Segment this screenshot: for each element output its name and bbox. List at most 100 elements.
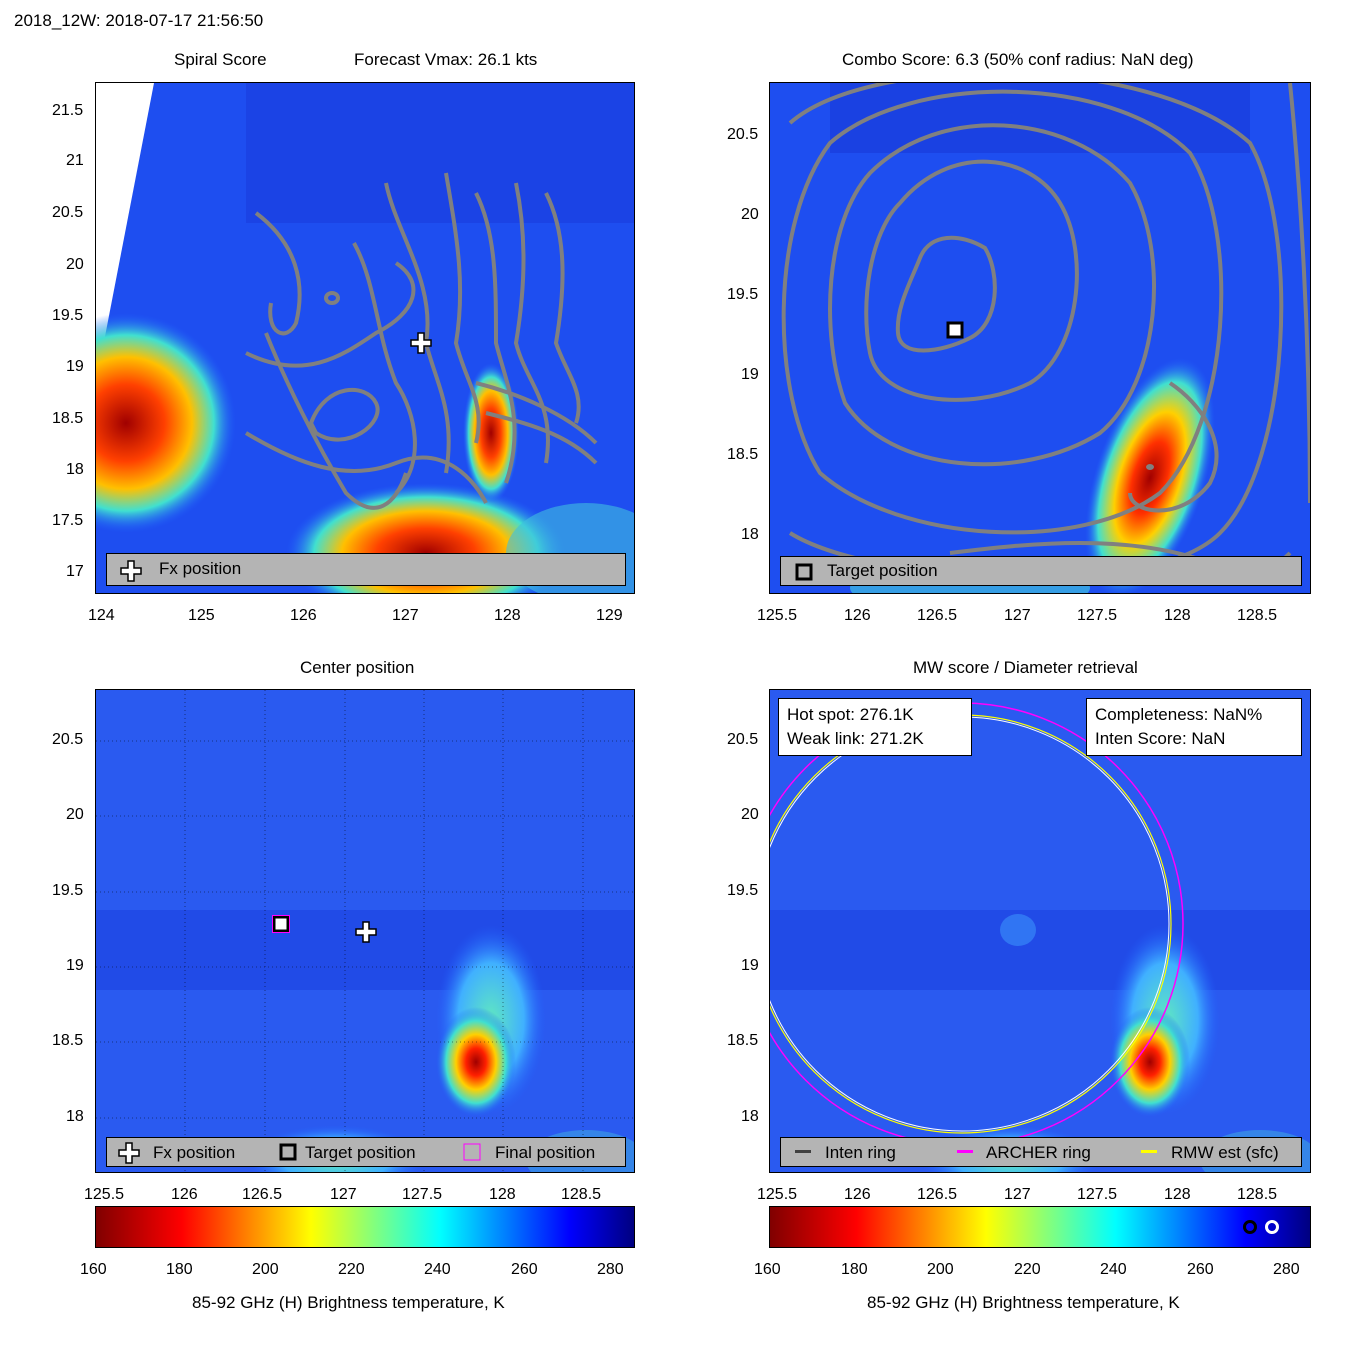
xtick: 128.5	[1237, 1186, 1278, 1203]
panel-mw-score: Hot spot: 276.1K Weak link: 271.2K Compl…	[769, 689, 1311, 1173]
panel-tl-title-right: Forecast Vmax: 26.1 kts	[354, 50, 538, 69]
ytick: 18	[741, 526, 759, 543]
ytick: 20.5	[52, 731, 84, 748]
legend-target-icon	[795, 563, 813, 581]
legend-archer-ring-label: ARCHER ring	[986, 1143, 1091, 1162]
panel-combo-score: Target position	[769, 82, 1311, 594]
xtick: 128	[494, 607, 521, 624]
xtick: 128	[489, 1186, 516, 1203]
ytick: 18	[66, 1108, 84, 1125]
ytick: 18	[66, 461, 84, 478]
panel-spiral-score: Fx position	[95, 82, 635, 594]
xtick: 127	[392, 607, 419, 624]
xtick: 128.5	[1237, 607, 1278, 624]
ytick: 18	[741, 1108, 759, 1125]
xtick: 127.5	[1077, 607, 1118, 624]
ytick: 19	[66, 957, 84, 974]
ytick: 17	[66, 563, 84, 580]
ytick: 20.5	[727, 126, 759, 143]
legend-target-label: Target position	[305, 1143, 416, 1162]
xtick: 126.5	[917, 1186, 958, 1203]
cbar-tick: 160	[80, 1261, 107, 1278]
ytick: 19	[66, 358, 84, 375]
xtick: 125	[188, 607, 215, 624]
fx-position-marker	[410, 332, 432, 354]
ytick: 19.5	[727, 286, 759, 303]
xtick: 124	[88, 607, 115, 624]
cbar-tick: 220	[338, 1261, 365, 1278]
ytick: 19.5	[52, 307, 84, 324]
hotspot-info-box: Hot spot: 276.1K Weak link: 271.2K	[778, 698, 972, 756]
xtick: 127.5	[1077, 1186, 1118, 1203]
legend-fx-label: Fx position	[159, 559, 242, 578]
ytick: 20.5	[52, 204, 84, 221]
panel-br-legend: Inten ring ARCHER ring RMW est (sfc)	[780, 1137, 1302, 1167]
cbar-tick: 280	[1273, 1261, 1300, 1278]
xtick: 128	[1164, 607, 1191, 624]
cbar-tick: 240	[424, 1261, 451, 1278]
panel-br-title: MW score / Diameter retrieval	[913, 658, 1138, 677]
ytick: 18.5	[52, 410, 84, 427]
cbar-tick: 200	[927, 1261, 954, 1278]
xtick: 126	[290, 607, 317, 624]
legend-fx-label: Fx position	[153, 1143, 236, 1162]
hot-spot-text: Hot spot: 276.1K	[787, 705, 914, 724]
ytick: 18.5	[52, 1032, 84, 1049]
ytick: 20	[741, 806, 759, 823]
xtick: 126	[844, 607, 871, 624]
legend-fx-icon	[118, 1142, 140, 1164]
grid-lines	[96, 690, 634, 1172]
ytick: 20	[66, 256, 84, 273]
ytick: 19	[741, 957, 759, 974]
xtick: 127	[1004, 1186, 1031, 1203]
mw-heatmap	[770, 690, 1310, 1172]
panel-tr-legend: Target position	[780, 556, 1302, 586]
weak-link-text: Weak link: 271.2K	[787, 729, 924, 748]
xtick: 128	[1164, 1186, 1191, 1203]
ytick: 21	[66, 152, 84, 169]
ytick: 20.5	[727, 731, 759, 748]
panel-tl-title-left: Spiral Score	[174, 50, 267, 69]
legend-fx-icon	[120, 560, 142, 582]
xtick: 127.5	[402, 1186, 443, 1203]
ytick: 18.5	[727, 1032, 759, 1049]
cbar-tick: 240	[1100, 1261, 1127, 1278]
legend-final-icon	[463, 1143, 481, 1161]
xtick: 125.5	[757, 1186, 798, 1203]
cbar-tick: 160	[754, 1261, 781, 1278]
colorbar-right	[769, 1206, 1311, 1248]
xtick: 127	[1004, 607, 1031, 624]
colorbar-hotspot-markers	[1243, 1220, 1279, 1234]
ytick: 19.5	[52, 882, 84, 899]
completeness-text: Completeness: NaN%	[1095, 705, 1263, 724]
legend-target-icon	[279, 1143, 297, 1161]
cbar-tick: 180	[166, 1261, 193, 1278]
cbar-tick: 260	[511, 1261, 538, 1278]
panel-bl-title: Center position	[300, 658, 415, 677]
xtick: 126	[844, 1186, 871, 1203]
xtick: 125.5	[84, 1186, 125, 1203]
xtick: 126.5	[917, 607, 958, 624]
cbar-tick: 180	[841, 1261, 868, 1278]
xtick: 128.5	[561, 1186, 602, 1203]
xtick: 126	[171, 1186, 198, 1203]
target-position-marker	[272, 915, 290, 933]
xtick: 125.5	[757, 607, 798, 624]
ytick: 21.5	[52, 102, 84, 119]
xtick: 129	[596, 607, 623, 624]
legend-target-label: Target position	[827, 561, 938, 580]
panel-tr-title: Combo Score: 6.3 (50% conf radius: NaN d…	[842, 50, 1194, 69]
panel-tl-legend: Fx position	[106, 553, 626, 586]
xtick: 126.5	[242, 1186, 283, 1203]
legend-rmw-swatch	[1141, 1150, 1157, 1153]
figure-header: 2018_12W: 2018-07-17 21:56:50	[14, 11, 264, 30]
spiral-heatmap	[96, 83, 634, 593]
colorbar-left	[95, 1206, 635, 1248]
target-position-marker	[946, 321, 964, 339]
ytick: 17.5	[52, 512, 84, 529]
completeness-info-box: Completeness: NaN% Inten Score: NaN	[1086, 698, 1302, 756]
cbar-tick: 260	[1187, 1261, 1214, 1278]
legend-inten-ring-label: Inten ring	[825, 1143, 896, 1162]
cbar-tick: 280	[597, 1261, 624, 1278]
panel-center-position: Fx position Target position Final positi…	[95, 689, 635, 1173]
